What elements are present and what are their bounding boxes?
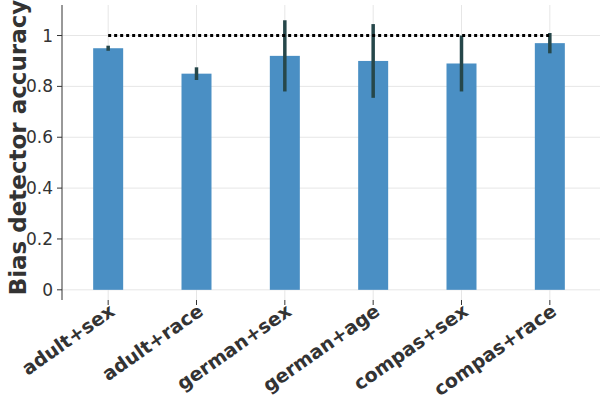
tick-label: compas+race (429, 299, 560, 400)
tick (57, 137, 62, 138)
tick (57, 238, 62, 239)
chart-container: 00.20.40.60.81Bias detector accuracy adul… (0, 0, 604, 410)
tick (57, 86, 62, 87)
grid (62, 5, 600, 300)
tick (57, 188, 62, 189)
reference-line (108, 34, 550, 37)
bar (93, 48, 123, 290)
y-axis: 00.20.40.60.81 (26, 5, 62, 300)
bar (182, 74, 212, 290)
grid-line (62, 35, 600, 36)
plot-area (93, 20, 565, 290)
error-bar (283, 20, 287, 91)
tick (57, 35, 62, 36)
bar (535, 43, 565, 290)
x-axis: adult+sexadult+racegerman+sexgerman+agec… (17, 299, 560, 400)
y-axis-label: Bias detector accuracy (5, 0, 31, 295)
grid-line (62, 86, 600, 87)
axis-line (62, 5, 63, 300)
error-bar (106, 46, 110, 51)
grid-line (62, 238, 600, 239)
error-bar (460, 36, 464, 92)
chart-svg: 00.20.40.60.81Bias detector accuracy adul… (0, 0, 604, 410)
grid-line (62, 188, 600, 189)
grid-line (62, 137, 600, 138)
tick-label: 1 (42, 26, 53, 46)
grid-line (62, 289, 600, 290)
tick (57, 289, 62, 290)
bar (447, 63, 477, 289)
error-bar (195, 67, 199, 80)
tick-label: 0 (42, 280, 53, 300)
